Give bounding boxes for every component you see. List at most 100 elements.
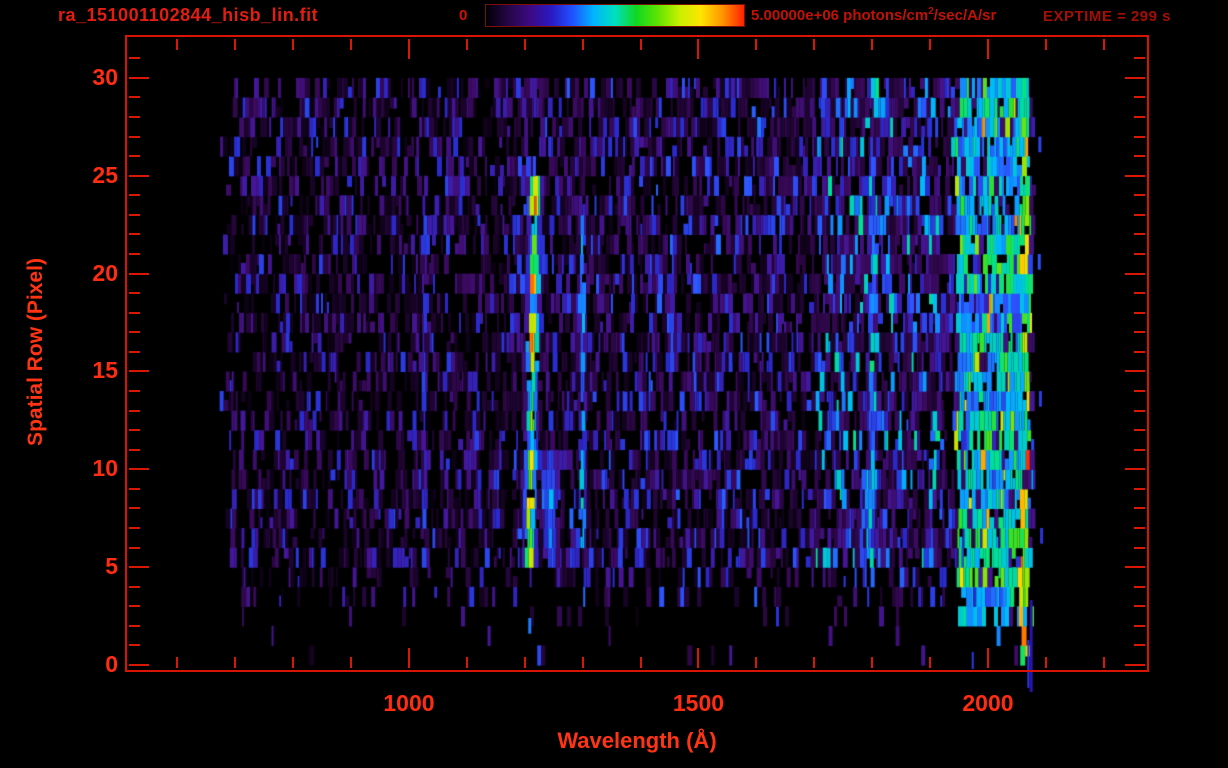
y-minor-tick-right: [1134, 194, 1145, 197]
colorbar-max-label: 5.00000e+06 photons/cm2/sec/A/sr: [751, 6, 996, 24]
y-minor-tick-right: [1134, 448, 1145, 451]
y-tick-label: 30: [92, 63, 118, 90]
y-minor-tick-right: [1134, 96, 1145, 99]
y-major-tick: [129, 566, 149, 569]
x-minor-tick-top: [465, 39, 468, 50]
y-major-tick-right: [1125, 174, 1145, 177]
y-minor-tick-right: [1134, 507, 1145, 510]
x-minor-tick-top: [350, 39, 353, 50]
y-minor-tick: [129, 116, 140, 119]
plot-box-border: [125, 35, 1149, 672]
y-minor-tick: [129, 292, 140, 295]
y-major-tick-right: [1125, 370, 1145, 373]
x-minor-tick: [176, 657, 179, 668]
x-minor-tick: [1044, 657, 1047, 668]
x-minor-tick: [292, 657, 295, 668]
x-axis-title: Wavelength (Å): [557, 728, 717, 753]
y-minor-tick: [129, 311, 140, 314]
y-minor-tick: [129, 96, 140, 99]
y-minor-tick-right: [1134, 527, 1145, 529]
y-minor-tick: [129, 155, 140, 158]
x-minor-tick-top: [176, 39, 179, 50]
x-minor-tick: [1102, 657, 1105, 668]
x-major-tick: [407, 648, 410, 668]
y-minor-tick: [129, 546, 140, 549]
y-minor-tick: [129, 585, 140, 588]
y-major-tick: [129, 272, 149, 275]
y-minor-tick-right: [1134, 390, 1145, 393]
y-major-tick: [129, 370, 149, 373]
y-minor-tick: [129, 448, 140, 451]
y-minor-tick-right: [1134, 605, 1145, 608]
x-tick-label: 1000: [383, 690, 435, 716]
y-minor-tick-right: [1134, 213, 1145, 216]
y-minor-tick-right: [1134, 155, 1145, 158]
y-minor-tick-right: [1134, 429, 1145, 432]
y-minor-tick: [129, 350, 140, 353]
x-minor-tick-top: [929, 39, 932, 50]
x-tick-label: 1500: [672, 690, 725, 716]
x-minor-tick-top: [755, 39, 758, 50]
x-minor-tick: [639, 657, 642, 668]
colorbar-gradient: [485, 4, 745, 27]
x-minor-tick: [523, 657, 526, 668]
y-minor-tick: [129, 331, 140, 334]
y-minor-tick-right: [1134, 135, 1145, 138]
y-major-tick-right: [1125, 272, 1145, 275]
y-major-tick-right: [1125, 566, 1145, 569]
x-major-tick-top: [986, 39, 989, 59]
y-minor-tick: [129, 253, 140, 256]
x-minor-tick-top: [639, 39, 642, 50]
x-minor-tick: [465, 657, 468, 668]
y-minor-tick-right: [1134, 253, 1145, 256]
y-minor-tick: [129, 194, 140, 197]
y-minor-tick-right: [1134, 233, 1145, 236]
x-minor-tick-top: [523, 39, 526, 50]
x-minor-tick: [813, 657, 816, 668]
colorbar-min-label: 0: [459, 7, 468, 24]
x-major-tick: [697, 648, 700, 668]
y-tick-label: 5: [105, 553, 118, 580]
x-minor-tick: [350, 657, 353, 668]
y-minor-tick: [129, 644, 140, 647]
y-minor-tick: [129, 390, 140, 393]
y-major-tick-right: [1125, 468, 1145, 471]
x-minor-tick: [581, 657, 584, 668]
y-minor-tick: [129, 605, 140, 608]
x-minor-tick: [871, 657, 874, 668]
x-major-tick-top: [697, 39, 700, 59]
y-minor-tick-right: [1134, 487, 1145, 490]
y-minor-tick: [129, 507, 140, 510]
y-minor-tick: [129, 429, 140, 432]
x-minor-tick-top: [813, 39, 816, 50]
y-tick-label: 10: [92, 455, 118, 482]
y-axis-title: Spatial Row (Pixel): [24, 258, 47, 446]
x-minor-tick-top: [234, 39, 237, 50]
y-major-tick: [129, 664, 149, 666]
x-minor-tick: [929, 657, 932, 668]
colorbar-max-prefix: 5.00000e+06 photons/cm: [751, 7, 929, 24]
file-title: ra_151001102844_hisb_lin.fit: [58, 5, 319, 25]
y-minor-tick-right: [1134, 409, 1145, 412]
y-minor-tick: [129, 487, 140, 490]
y-minor-tick-right: [1134, 350, 1145, 353]
y-minor-tick: [129, 527, 140, 529]
y-minor-tick: [129, 213, 140, 216]
y-major-tick-right: [1125, 76, 1145, 79]
y-major-tick: [129, 468, 149, 471]
y-minor-tick-right: [1134, 546, 1145, 549]
y-minor-tick-right: [1134, 585, 1145, 588]
y-major-tick-right: [1125, 664, 1145, 666]
x-major-tick: [986, 648, 989, 668]
y-minor-tick-right: [1134, 311, 1145, 314]
y-minor-tick-right: [1134, 644, 1145, 647]
x-minor-tick: [234, 657, 237, 668]
x-major-tick-top: [407, 39, 410, 59]
colorbar-max-superscript: 2: [928, 6, 934, 17]
x-minor-tick-top: [292, 39, 295, 50]
x-minor-tick-top: [871, 39, 874, 50]
y-minor-tick-right: [1134, 624, 1145, 627]
y-tick-label: 0: [105, 651, 118, 677]
y-major-tick: [129, 76, 149, 79]
